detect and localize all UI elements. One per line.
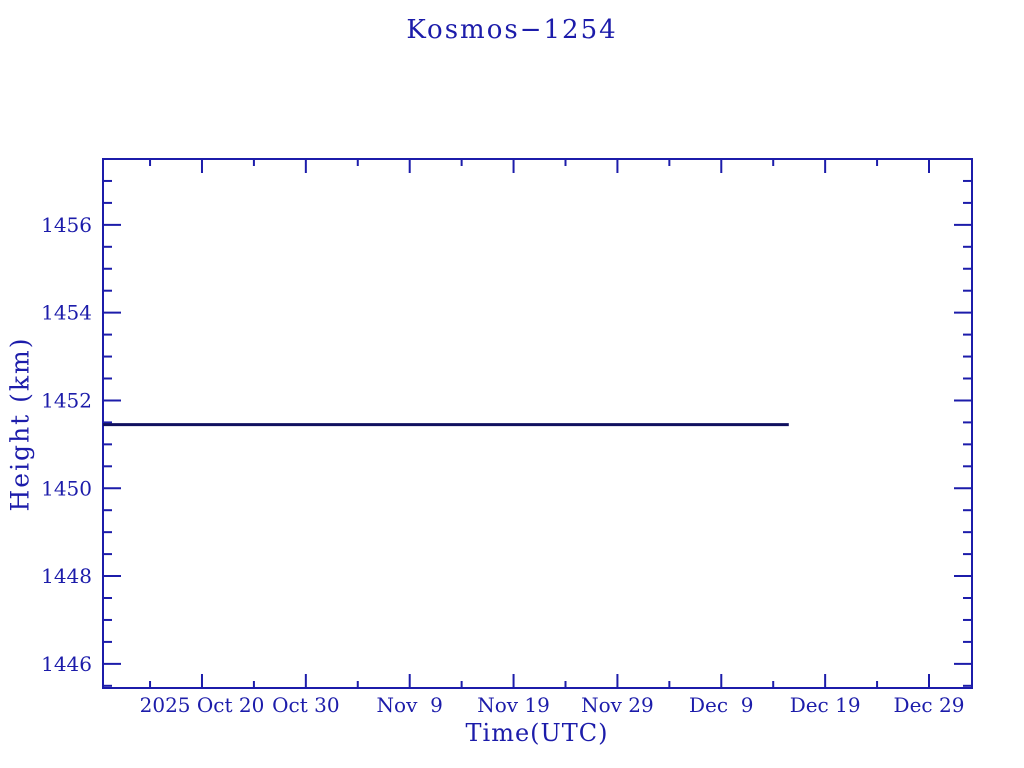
x-tick-label: Nov 9 — [377, 693, 443, 717]
y-tick-label: 1454 — [41, 301, 92, 325]
x-tick-label: Nov 19 — [477, 693, 550, 717]
chart-title: Kosmos−1254 — [406, 15, 618, 45]
y-tick-label: 1452 — [41, 388, 92, 412]
y-tick-label: 1448 — [41, 564, 92, 588]
x-tick-label: Dec 9 — [689, 693, 754, 717]
y-tick-label: 1450 — [41, 476, 92, 500]
y-tick-label: 1446 — [41, 652, 92, 676]
x-tick-label: Dec 19 — [790, 693, 861, 717]
x-tick-label: Dec 29 — [894, 693, 965, 717]
x-tick-label: Oct 30 — [272, 693, 339, 717]
y-tick-label: 1456 — [41, 213, 92, 237]
x-tick-label: Nov 29 — [581, 693, 654, 717]
x-tick-label: 2025 Oct 20 — [140, 693, 265, 717]
x-axis-label: Time(UTC) — [465, 719, 609, 747]
